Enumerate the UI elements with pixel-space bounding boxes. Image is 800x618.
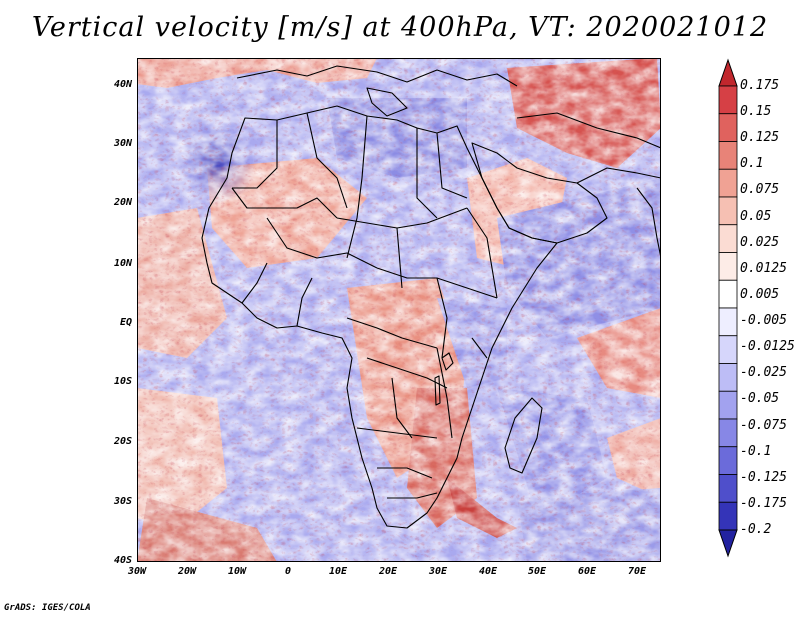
grads-credit: GrADS: IGES/COLA: [4, 603, 91, 613]
colorbar-swatch: [718, 85, 738, 115]
lon-label-40e: 40E: [478, 566, 498, 577]
colorbar-swatch: [718, 501, 738, 531]
colorbar-top-triangle: [718, 58, 738, 87]
lat-label-20n: 20N: [113, 197, 132, 208]
lon-label-10e: 10E: [328, 566, 348, 577]
frame: [137, 58, 661, 562]
lon-label-10w: 10W: [227, 566, 247, 577]
lon-label-20e: 20E: [378, 566, 398, 577]
colorbar-label: 0.0125: [740, 260, 787, 276]
lat-label-10n: 10N: [113, 258, 132, 269]
colorbar-label: -0.005: [740, 313, 787, 329]
vertical-velocity-map: [137, 58, 661, 562]
lat-label-eq: EQ: [119, 317, 132, 328]
colorbar-swatch: [718, 252, 738, 281]
colorbar-scale: [718, 58, 738, 558]
lon-label-0: 0: [284, 566, 292, 577]
colorbar-swatch: [718, 224, 738, 253]
lat-label-10s: 10S: [113, 376, 132, 387]
colorbar-label: 0.05: [740, 208, 772, 224]
colorbar-label: -0.1: [740, 443, 772, 459]
colorbar-label: 0.075: [740, 182, 780, 198]
colorbar-label: 0.125: [740, 130, 780, 146]
colorbar-swatch: [718, 335, 738, 364]
colorbar-label: 0.025: [740, 234, 780, 250]
colorbar-swatch: [718, 446, 738, 475]
field-texture: [137, 58, 661, 562]
lon-label-20w: 20W: [177, 566, 197, 577]
map-title: Vertical velocity [m/s] at 400hPa, VT: 2…: [31, 12, 769, 43]
colorbar-label: -0.2: [740, 522, 772, 537]
colorbar-label: -0.025: [740, 365, 787, 381]
colorbar-label: 0.15: [740, 104, 772, 120]
colorbar: 0.175 0.15 0.125 0.1 0.075 0.05 0.025 0.0125 0.0…: [718, 58, 800, 558]
lon-label-70e: 70E: [627, 566, 647, 577]
colorbar-swatch: [718, 474, 738, 503]
colorbar-bottom-triangle: [718, 529, 738, 558]
lon-label-50e: 50E: [527, 566, 547, 577]
lat-label-30s: 30S: [113, 496, 132, 507]
colorbar-label: 0.175: [740, 78, 780, 93]
colorbar-swatch: [718, 196, 738, 226]
colorbar-label: -0.125: [740, 469, 787, 485]
colorbar-label: -0.0125: [740, 339, 795, 355]
colorbar-swatch: [718, 141, 738, 170]
lon-label-60e: 60E: [577, 566, 597, 577]
colorbar-swatch: [718, 418, 738, 448]
lon-label-30e: 30E: [428, 566, 448, 577]
lat-label-20s: 20S: [113, 436, 132, 447]
colorbar-label: -0.05: [740, 391, 780, 407]
lat-label-30n: 30N: [113, 138, 132, 149]
colorbar-swatch: [718, 363, 738, 392]
colorbar-swatch: [718, 168, 738, 198]
map-panel: 40N 30N 20N 10N EQ 10S 20S 30S 40S 30W 2…: [114, 58, 661, 577]
lon-label-30w: 30W: [127, 566, 147, 577]
colorbar-label: 0.1: [740, 156, 764, 172]
colorbar-swatch: [718, 279, 738, 309]
colorbar-swatch: [718, 307, 738, 337]
colorbar-label: -0.075: [740, 417, 787, 433]
colorbar-label: 0.005: [740, 286, 780, 302]
colorbar-swatch: [718, 390, 738, 420]
colorbar-swatch: [718, 113, 738, 142]
lat-label-40n: 40N: [113, 79, 132, 90]
lat-label-40s: 40S: [113, 555, 132, 566]
colorbar-label: -0.175: [740, 495, 787, 511]
coastlines-and-borders: [201, 65, 661, 529]
